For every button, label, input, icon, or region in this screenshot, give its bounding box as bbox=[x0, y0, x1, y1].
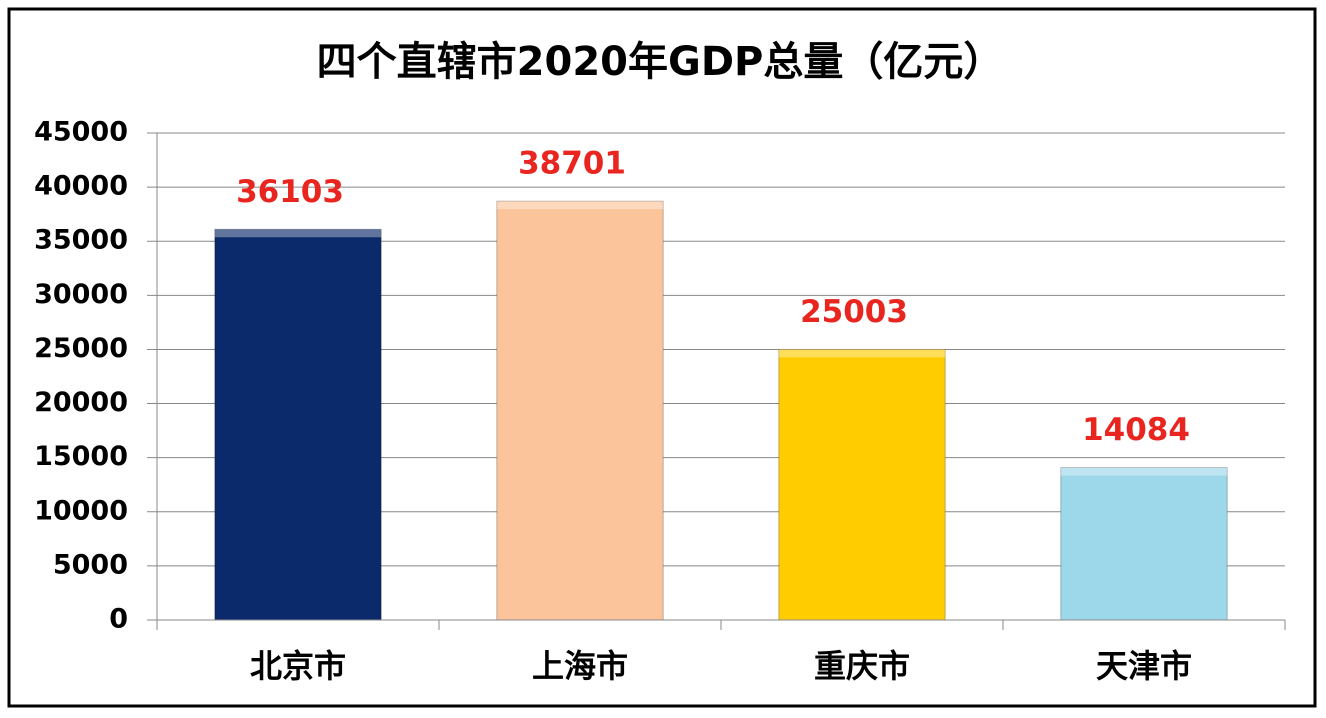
bar bbox=[214, 228, 382, 621]
bar-top bbox=[496, 201, 664, 210]
x-tick-label: 北京市 bbox=[250, 647, 346, 685]
y-tick-label: 10000 bbox=[34, 495, 128, 526]
y-tick-label: 25000 bbox=[34, 333, 128, 364]
value-label: 38701 bbox=[518, 146, 626, 182]
y-tick-label: 45000 bbox=[34, 117, 128, 148]
y-tick-label: 20000 bbox=[34, 387, 128, 418]
chart-title: 四个直辖市2020年GDP总量（亿元） bbox=[317, 39, 1004, 85]
bar bbox=[1060, 467, 1228, 621]
y-tick-label: 5000 bbox=[53, 549, 128, 580]
y-tick-label: 0 bbox=[109, 604, 128, 635]
y-tick-label: 40000 bbox=[34, 171, 128, 202]
value-label: 14084 bbox=[1082, 412, 1190, 448]
bar bbox=[778, 348, 946, 621]
x-tick-label: 上海市 bbox=[532, 647, 628, 685]
value-label: 25003 bbox=[800, 294, 908, 330]
bar-top bbox=[1060, 467, 1228, 476]
y-tick-label: 35000 bbox=[34, 225, 128, 256]
value-label: 36103 bbox=[236, 174, 344, 210]
y-tick-label: 15000 bbox=[34, 441, 128, 472]
bar-top bbox=[214, 229, 382, 238]
x-tick-label: 重庆市 bbox=[814, 647, 910, 685]
bar-top bbox=[778, 349, 946, 358]
y-tick-label: 30000 bbox=[34, 279, 128, 310]
x-tick-label: 天津市 bbox=[1096, 647, 1192, 685]
bar bbox=[496, 200, 664, 621]
